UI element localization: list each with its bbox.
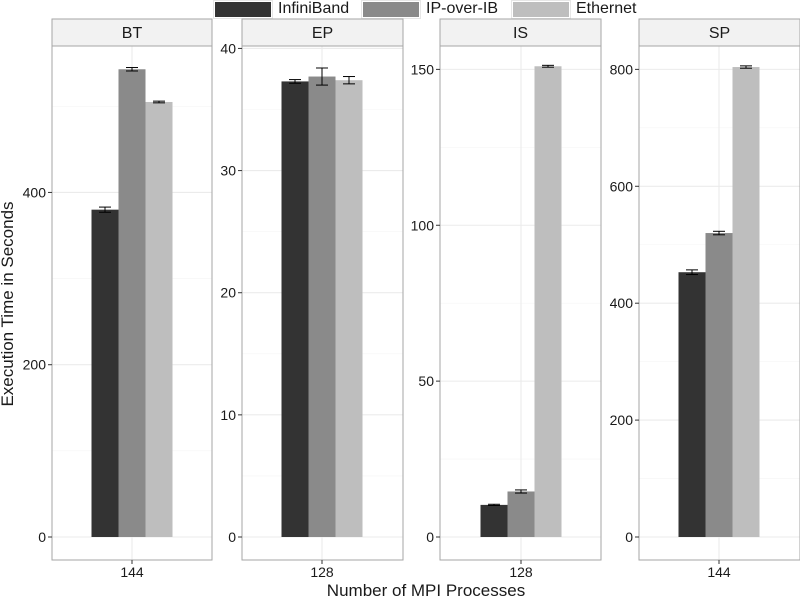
legend-swatch-infiniband [213,0,273,19]
bar-bt-ip-over-ib [118,69,146,537]
bar-is-ethernet [534,66,562,537]
strip-ep [241,18,404,47]
x-tick-label: 144 [707,564,731,580]
y-tick-label: 0 [38,529,46,545]
strip-bt [51,18,213,47]
strip-label-is: IS [513,25,528,42]
bar-bt-ethernet [145,101,173,538]
legend-label-ethernet: Ethernet [576,0,637,17]
y-tick-label: 40 [220,40,236,56]
bar-sp-ip-over-ib [705,233,733,538]
y-axis-title: Execution Time in Seconds [0,201,17,406]
y-tick-label: 0 [625,529,633,545]
strip-sp [638,18,800,47]
y-tick-label: 150 [411,61,435,77]
y-tick-label: 200 [610,412,634,428]
x-tick-label: 128 [509,564,533,580]
strip-label-ep: EP [312,25,333,42]
legend-swatch-ip-over-ib [361,0,421,19]
bar-is-ip-over-ib [507,491,535,537]
y-tick-label: 50 [418,373,434,389]
x-axis-title: Number of MPI Processes [327,581,525,600]
legend-label-infiniband: InfiniBand [278,0,350,17]
strip-label-sp: SP [709,25,730,42]
x-tick-label: 128 [310,564,334,580]
strip-label-bt: BT [122,25,143,42]
y-tick-label: 0 [228,529,236,545]
y-tick-label: 0 [426,529,434,545]
bar-is-infiniband [480,504,508,537]
legend-item-ethernet: Ethernet [511,0,637,19]
y-tick-label: 10 [220,407,236,423]
y-tick-label: 20 [220,285,236,301]
bar-bt-infiniband [91,209,119,537]
legend-swatch-ethernet [511,0,571,19]
y-tick-label: 400 [23,184,47,200]
bar-sp-infiniband [678,272,706,537]
y-tick-label: 400 [610,295,634,311]
legend-item-ip-over-ib: IP-over-IB [361,0,499,19]
y-tick-label: 800 [610,61,634,77]
y-tick-label: 600 [610,178,634,194]
bar-sp-ethernet [732,67,760,538]
legend: InfiniBand IP-over-IB Ethernet [0,0,800,19]
bar-ep-ethernet [335,80,363,537]
strip-is [439,18,602,47]
y-tick-label: 200 [23,357,47,373]
y-tick-label: 30 [220,163,236,179]
y-tick-label: 100 [411,217,435,233]
bar-ep-infiniband [281,81,309,537]
legend-label-ip-over-ib: IP-over-IB [426,0,499,17]
legend-item-infiniband: InfiniBand [213,0,350,19]
bar-ep-ip-over-ib [308,76,336,538]
x-tick-label: 144 [120,564,144,580]
